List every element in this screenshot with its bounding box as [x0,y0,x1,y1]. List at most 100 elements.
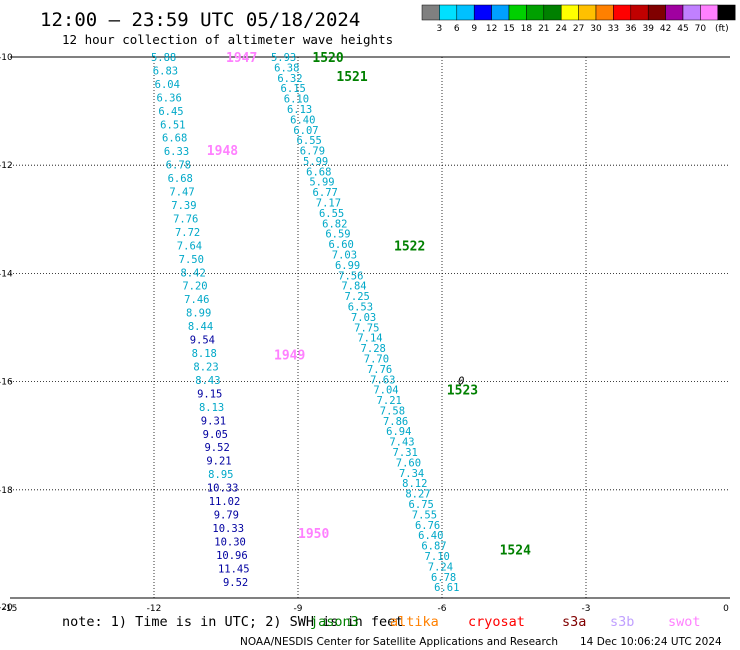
wave-height-value: 6.59 [325,229,350,241]
legend-color-swatch [613,4,632,21]
wave-height-value: 9.52 [204,442,229,454]
legend-color-swatch [595,4,614,21]
legend-tick-label: 45 [677,24,688,34]
wave-height-value: 8.99 [186,308,211,320]
legend-color-swatch [700,4,719,21]
y-tick-label: -14 [0,269,13,279]
pass-number-label: 1520 [312,51,343,66]
wave-height-value: 6.87 [421,541,446,553]
legend-tick-label: 21 [538,24,549,34]
pass-number-label: 1523 [447,384,478,399]
wave-height-value: 7.39 [171,200,196,212]
legend-color-swatch [421,4,440,21]
wave-height-value: 6.68 [162,133,187,145]
wave-height-value: 7.63 [370,374,395,386]
legend-color-swatch [508,4,527,21]
footer: note: 1) Time is in UTC; 2) SWH is in fe… [62,614,722,648]
pass-number-label: 1950 [298,527,329,542]
wave-height-value: 6.77 [313,187,338,199]
wave-height-value: 7.64 [177,240,202,252]
wave-height-value: 8.95 [208,469,233,481]
legend-color-swatch [630,4,649,21]
legend-color-swatch [456,4,475,21]
ground-track-0: 5.886.836.046.366.456.516.686.336.786.68… [151,51,330,589]
wave-height-value: 7.75 [354,322,379,334]
legend-color-swatch [526,4,545,21]
wave-height-value: 6.82 [322,218,347,230]
wave-height-value: 6.99 [335,260,360,272]
wave-height-value: 7.24 [428,561,453,573]
legend-tick-label: 70 [695,24,707,34]
satellite-legend: jason3 altika cryosat s3a s3b swot [310,614,701,630]
wave-height-value: 7.25 [345,291,370,303]
wave-height-value: 6.13 [287,104,312,116]
wave-height-value: 9.52 [223,577,248,589]
wave-height-value: 10.33 [207,483,239,495]
wave-height-value: 6.32 [277,73,302,85]
pass-number-label: 1524 [500,543,531,558]
wave-height-value: 8.27 [405,489,430,501]
wave-height-value: 5.88 [151,52,176,64]
wave-height-value: 7.31 [393,447,418,459]
legend-tick-label: 6 [454,24,460,34]
wave-height-value: 5.99 [303,156,328,168]
legend-tick-label: (ft) [715,24,729,34]
track-marker: 0 [458,376,464,388]
wave-height-value: 6.55 [319,208,344,220]
wave-height-value: 7.55 [412,509,437,521]
footer-credit: NOAA/NESDIS Center for Satellite Applica… [240,636,558,648]
satellite-name-swot: swot [668,614,701,630]
wave-height-value: 7.03 [332,250,357,262]
chart-subtitle: 12 hour collection of altimeter wave hei… [62,32,393,47]
wave-height-value: 6.45 [158,106,183,118]
wave-height-value: 6.36 [156,92,181,104]
y-tick-label: -18 [0,486,13,496]
wave-height-value: 6.79 [300,146,325,158]
wave-height-value: 7.17 [316,198,341,210]
wave-height-value: 7.21 [377,395,402,407]
wave-height-value: 8.18 [192,348,217,360]
wave-height-value: 6.40 [418,530,443,542]
x-tick-label: -15 [3,604,18,614]
y-tick-label: -16 [0,378,13,388]
wave-height-value: 6.15 [281,83,306,95]
y-tick-label: -20 [0,603,13,613]
legend-color-swatch [682,4,701,21]
wave-height-value: 6.76 [415,520,440,532]
wave-height-value: 8.23 [193,361,218,373]
footer-note: note: 1) Time is in UTC; 2) SWH is in fe… [62,614,403,630]
wave-height-value: 6.51 [160,119,185,131]
legend-color-swatch [473,4,492,21]
wave-height-value: 6.60 [329,239,354,251]
wave-height-value: 7.46 [184,294,209,306]
wave-height-value: 11.45 [218,563,250,575]
wave-height-value: 6.61 [434,582,459,594]
footer-timestamp: 14 Dec 10:06:24 UTC 2024 [580,636,722,648]
wave-height-value: 5.99 [309,177,334,189]
wave-height-value: 7.60 [396,457,421,469]
wave-height-value: 7.28 [361,343,386,355]
wave-height-value: 9.31 [201,415,226,427]
x-tick-label: -3 [582,604,591,614]
wave-height-value: 9.21 [206,456,231,468]
wave-height-value: 8.42 [180,267,205,279]
legend-color-swatch [439,4,458,21]
wave-height-value: 9.15 [197,388,222,400]
wave-height-value: 7.20 [182,281,207,293]
pass-number-label: 1948 [207,144,238,159]
wave-height-value: 8.44 [188,321,213,333]
wave-height-value: 10.96 [216,550,248,562]
wave-height-value: 7.84 [341,281,366,293]
wave-height-value: 5.93 [271,52,296,64]
wave-height-value: 7.43 [389,437,414,449]
x-tick-label: -9 [294,604,303,614]
wave-height-value: 6.78 [166,160,191,172]
wave-height-value: 9.05 [203,429,228,441]
wave-height-value: 6.75 [409,499,434,511]
satellite-name-s3b: s3b [610,614,634,630]
wave-height-value: 7.47 [169,187,194,199]
legend-color-swatch [491,4,510,21]
wave-height-value: 6.55 [297,135,322,147]
wave-height-value: 6.07 [293,125,318,137]
